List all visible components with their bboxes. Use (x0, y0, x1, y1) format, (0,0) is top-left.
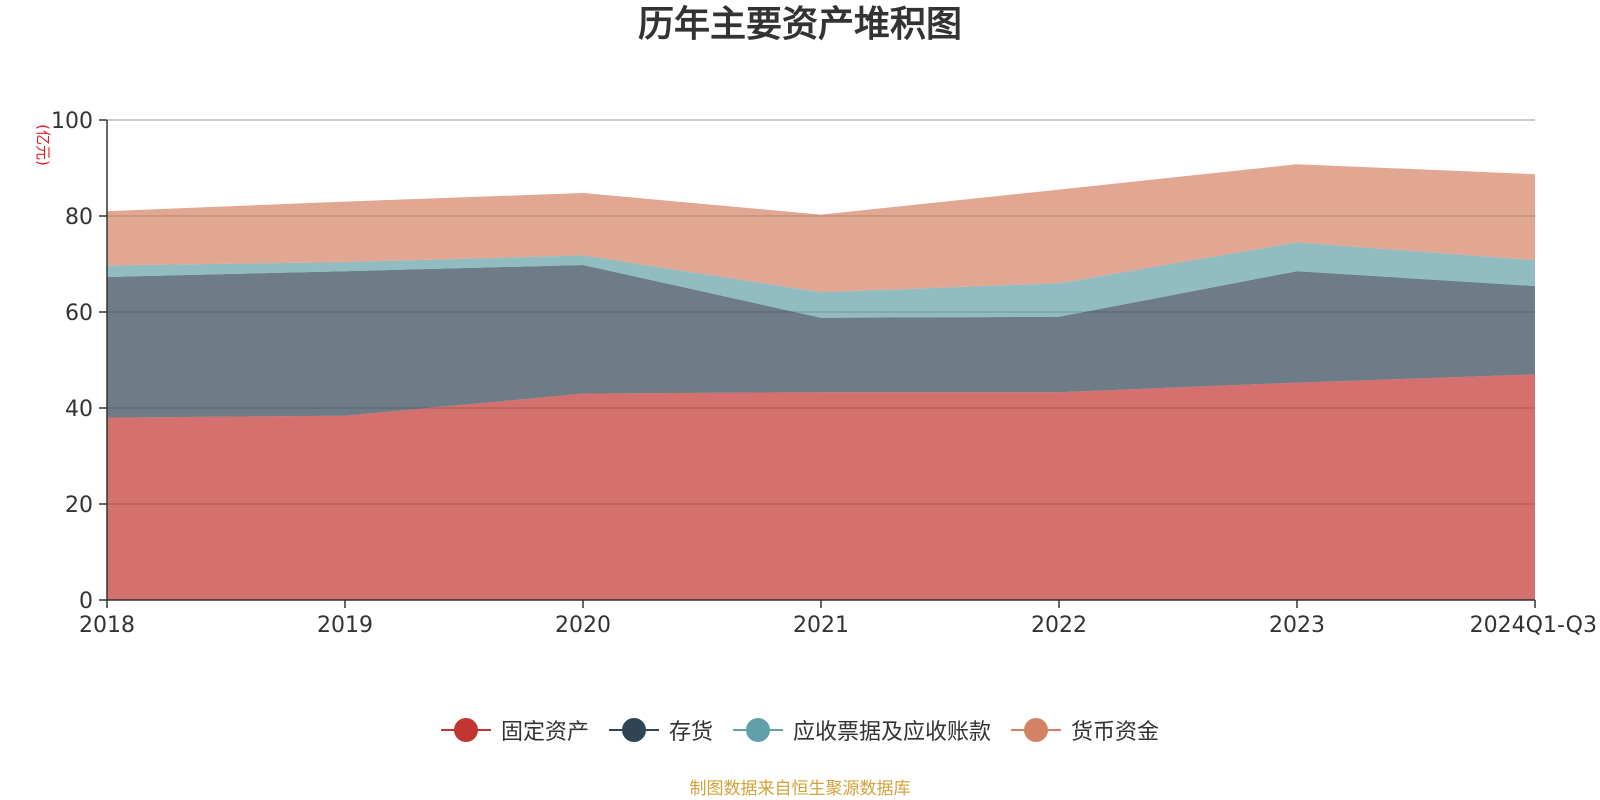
legend-marker-icon (1011, 718, 1061, 742)
x-tick-label: 2021 (793, 613, 849, 638)
x-tick-label: 2019 (317, 613, 373, 638)
legend: 固定资产 存货 应收票据及应收账款 货币资金 (0, 714, 1600, 746)
legend-marker-icon (609, 718, 659, 742)
source-note: 制图数据来自恒生聚源数据库 (0, 778, 1600, 800)
y-axis-unit-label: (亿元) (34, 124, 52, 166)
x-tick-label: 2024Q1-Q3 (1470, 613, 1597, 638)
legend-item-1[interactable]: 固定资产 (441, 714, 589, 746)
x-tick-label: 2022 (1031, 613, 1087, 638)
legend-marker-icon (733, 718, 783, 742)
y-tick-label: 100 (51, 109, 93, 134)
y-tick-label: 0 (79, 589, 93, 614)
y-tick-label: 40 (65, 397, 93, 422)
legend-label: 存货 (669, 714, 713, 746)
y-tick-label: 20 (65, 493, 93, 518)
legend-label: 应收票据及应收账款 (793, 714, 991, 746)
chart-canvas: 0 20 40 60 80 100 2018 2019 2020 2021 2022 2023 2024… (0, 0, 1600, 800)
legend-item-3[interactable]: 应收票据及应收账款 (733, 714, 991, 746)
x-tick-label: 2018 (79, 613, 135, 638)
legend-label: 固定资产 (501, 714, 589, 746)
y-tick-label: 60 (65, 301, 93, 326)
x-tick-label: 2023 (1269, 613, 1325, 638)
area-layer (107, 164, 1535, 600)
legend-item-2[interactable]: 存货 (609, 714, 713, 746)
y-tick-label: 80 (65, 205, 93, 230)
legend-marker-icon (441, 718, 491, 742)
x-tick-label: 2020 (555, 613, 611, 638)
legend-label: 货币资金 (1071, 714, 1159, 746)
legend-item-4[interactable]: 货币资金 (1011, 714, 1159, 746)
